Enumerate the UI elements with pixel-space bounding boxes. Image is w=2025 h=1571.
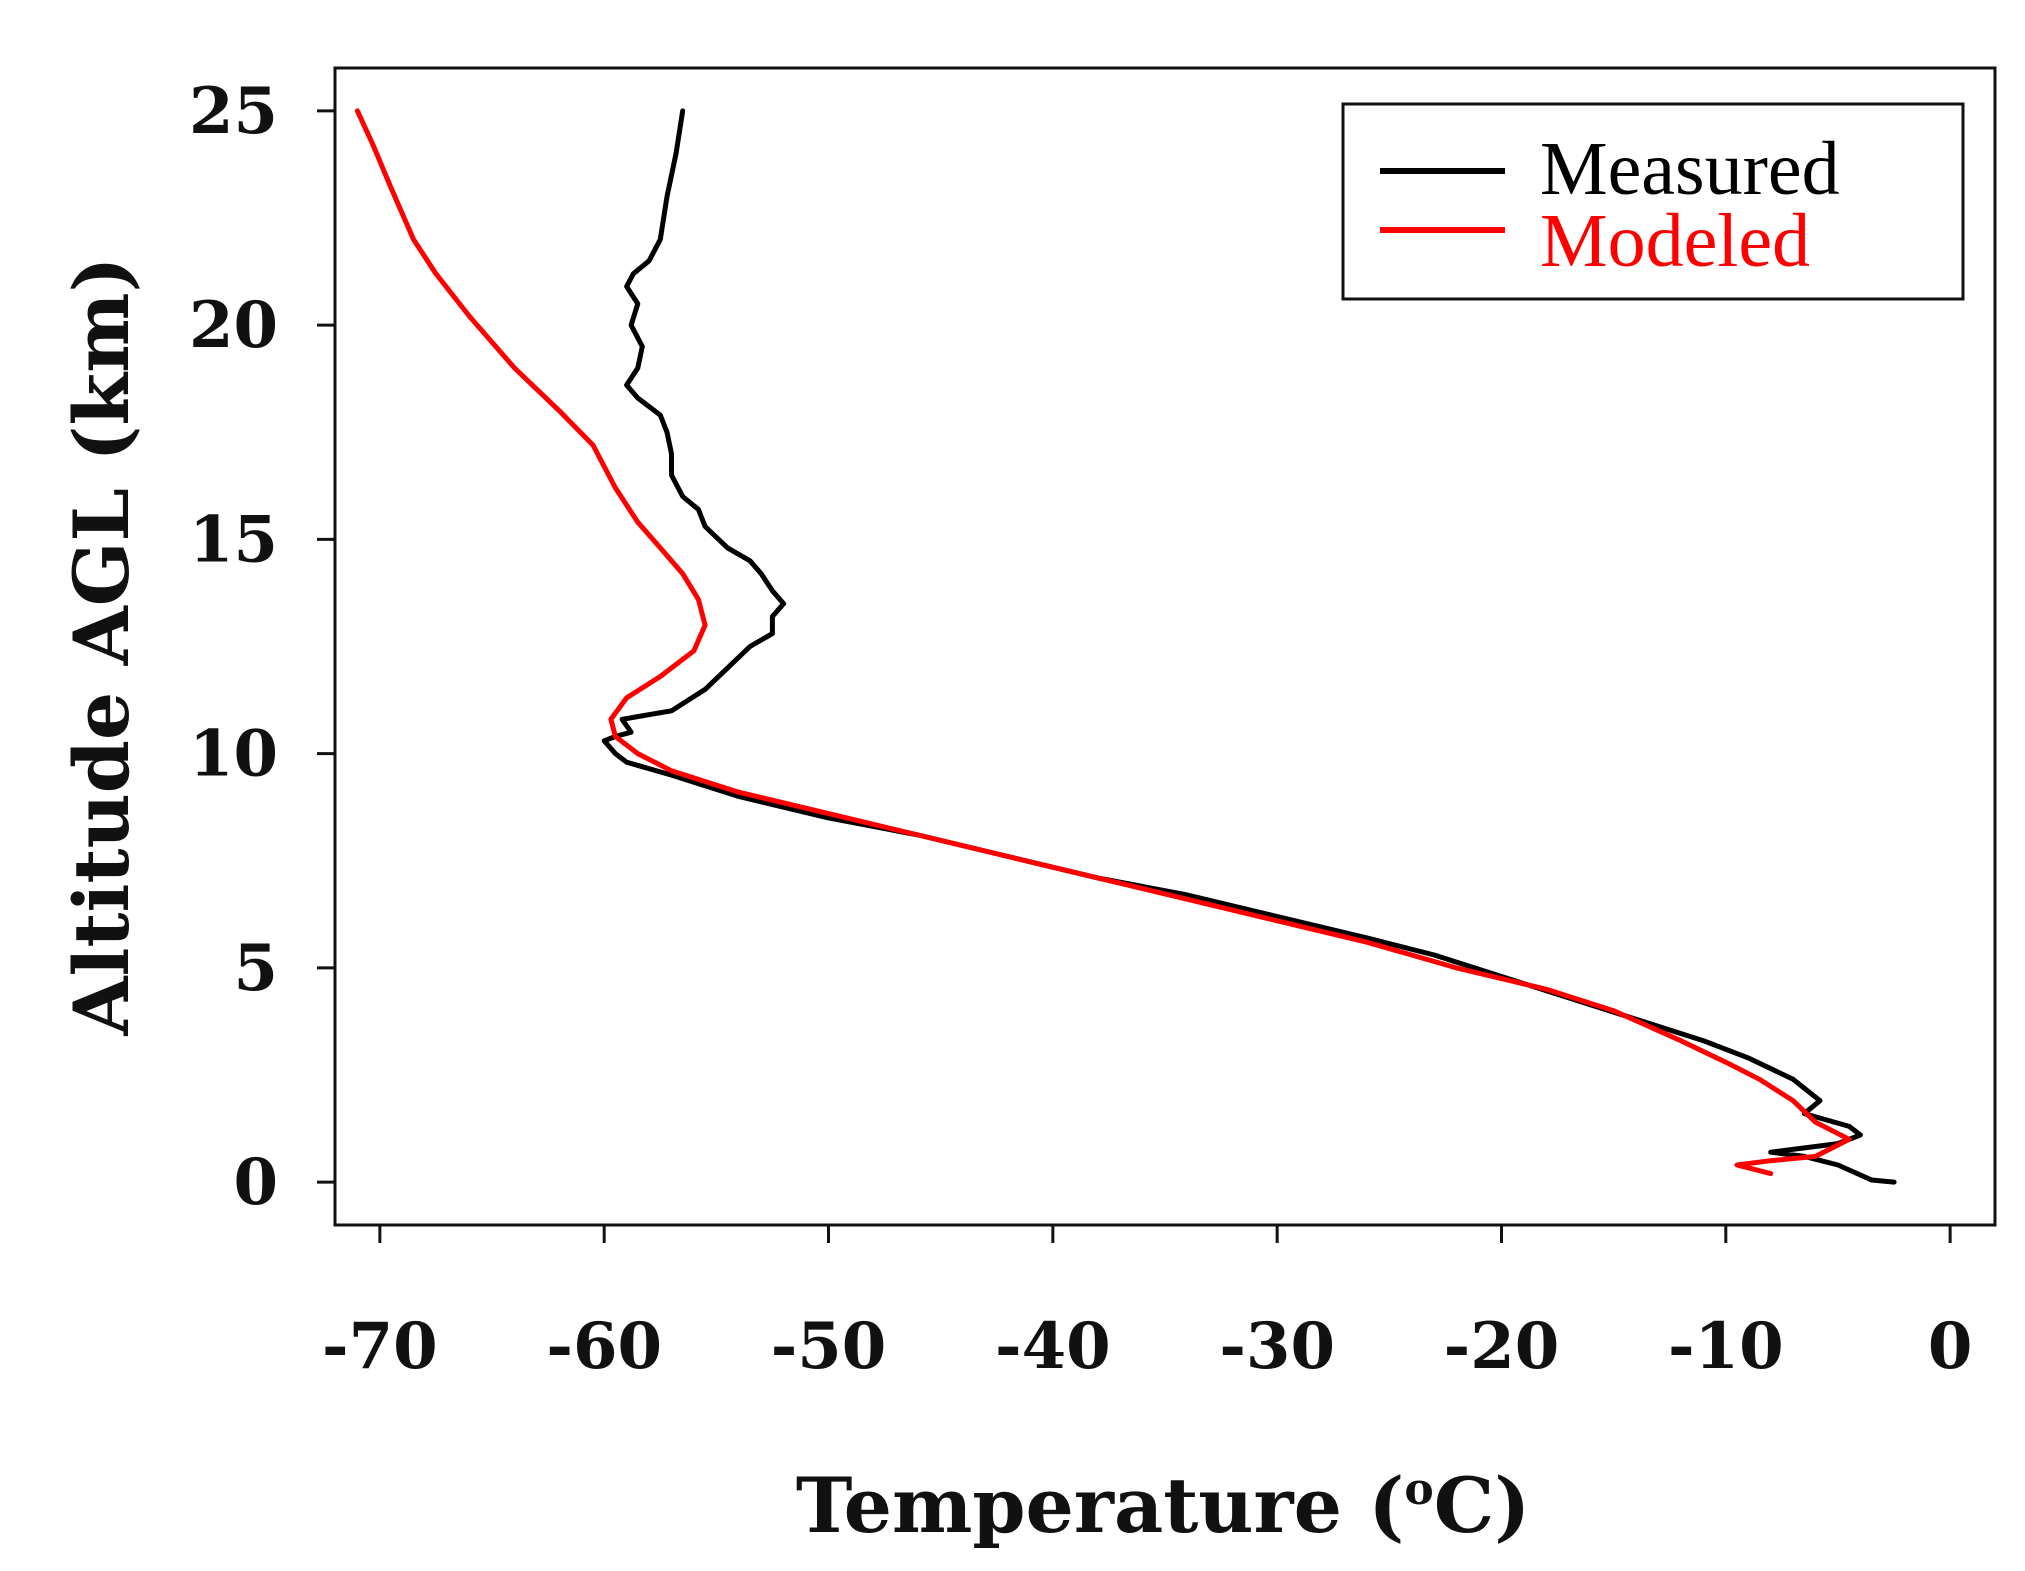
x-axis-title-end: C) [1434,1461,1530,1550]
legend-label-modeled: Modeled [1540,199,1810,283]
y-tick-label: 0 [233,1145,278,1220]
x-tick-label: -60 [546,1309,662,1384]
legend: Measured Modeled [1341,102,1965,301]
y-axis-title: Altitude AGL (km) [57,257,146,1037]
series-lines [354,108,1897,1185]
y-tick-label: 25 [189,74,278,149]
x-tick-label: -10 [1668,1309,1784,1384]
y-tick-label: 5 [233,931,278,1006]
x-tick-label: -20 [1444,1309,1560,1384]
x-axis-title-main: Temperature ( [796,1461,1405,1550]
x-axis-title-sup: o [1404,1464,1433,1515]
y-tick-label: 10 [189,717,278,792]
x-axis: -70 -60 -50 -40 -30 -20 -10 0 [322,1225,1972,1384]
series-line-measured [601,108,1897,1185]
y-axis: 0 5 10 15 20 25 [189,74,335,1220]
legend-label-measured: Measured [1540,127,1840,211]
x-tick-label: -40 [995,1309,1111,1384]
y-tick-label: 15 [189,502,278,577]
x-axis-title: Temperature (oC) [796,1461,1530,1550]
series-line-modeled [354,108,1852,1177]
plot-frame [333,66,1997,1227]
x-tick-label: -50 [771,1309,887,1384]
x-tick-label: -30 [1219,1309,1335,1384]
x-tick-label: 0 [1928,1309,1973,1384]
x-tick-label: -70 [322,1309,438,1384]
legend-box [1341,102,1965,301]
y-tick-label: 20 [189,288,278,363]
